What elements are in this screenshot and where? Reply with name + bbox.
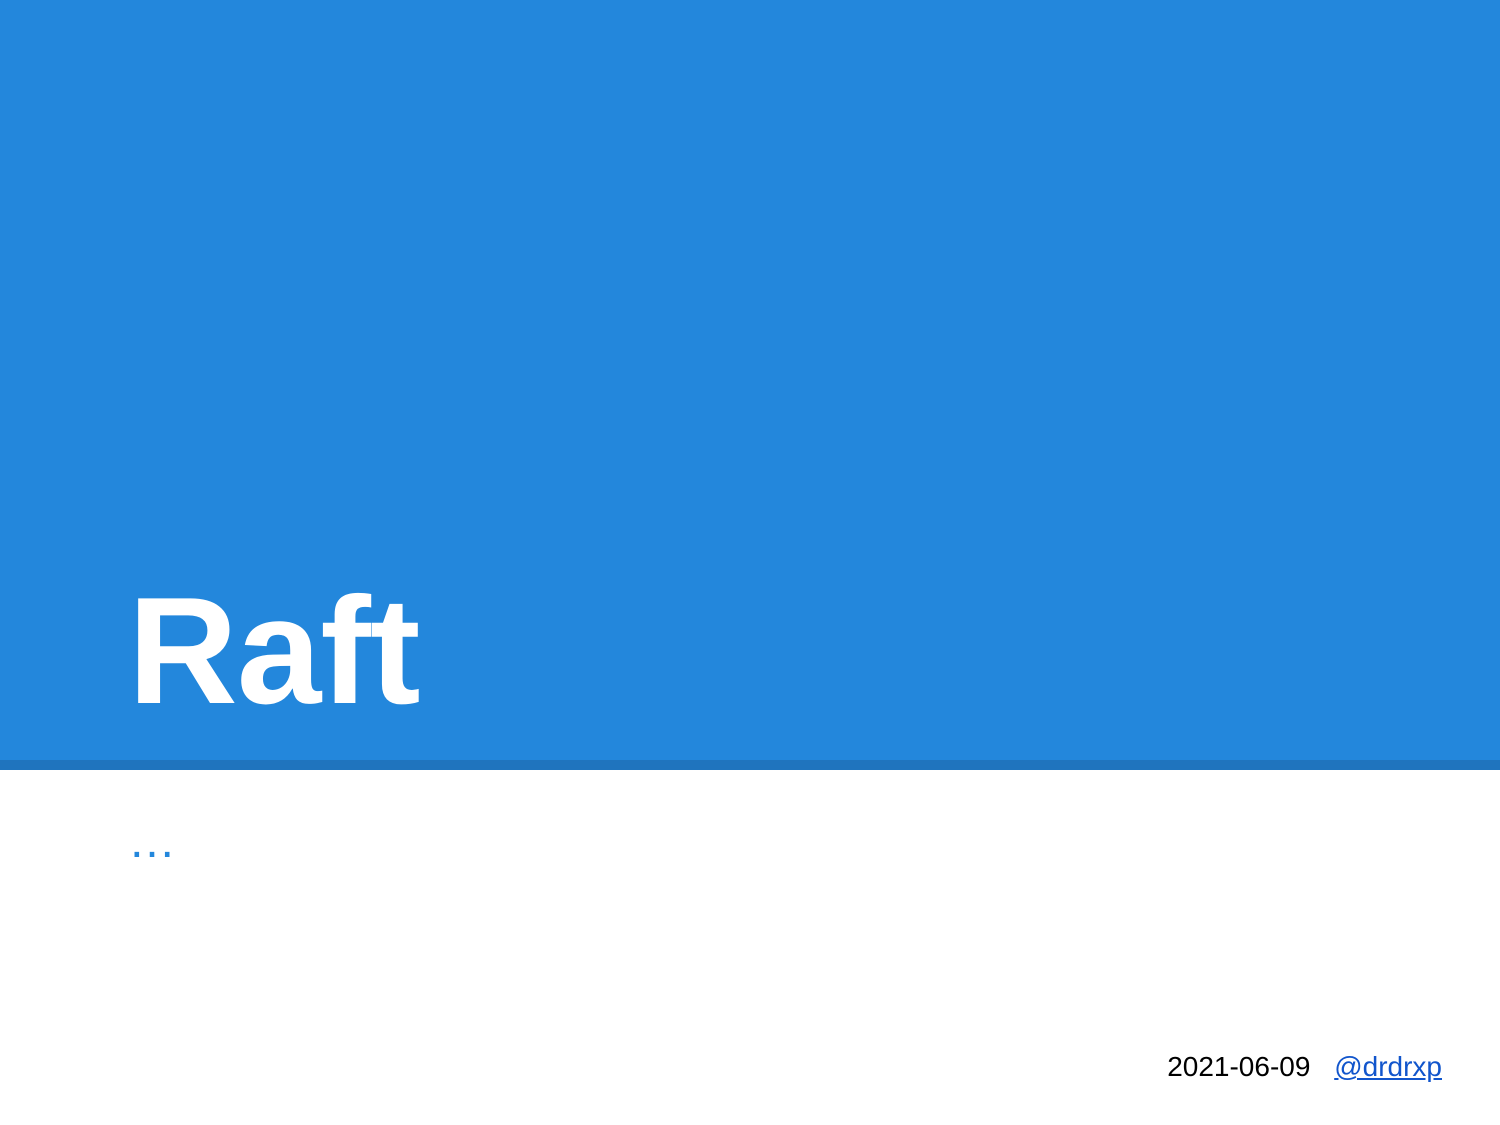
slide-subtitle: … (128, 815, 176, 868)
footer-date: 2021-06-09 (1167, 1051, 1311, 1082)
slide-title: Raft (128, 566, 421, 736)
slide-footer: 2021-06-09 @drdrxp (1167, 1050, 1442, 1084)
title-band (0, 0, 1500, 760)
author-handle-link[interactable]: @drdrxp (1334, 1051, 1442, 1082)
title-band-divider (0, 760, 1500, 770)
